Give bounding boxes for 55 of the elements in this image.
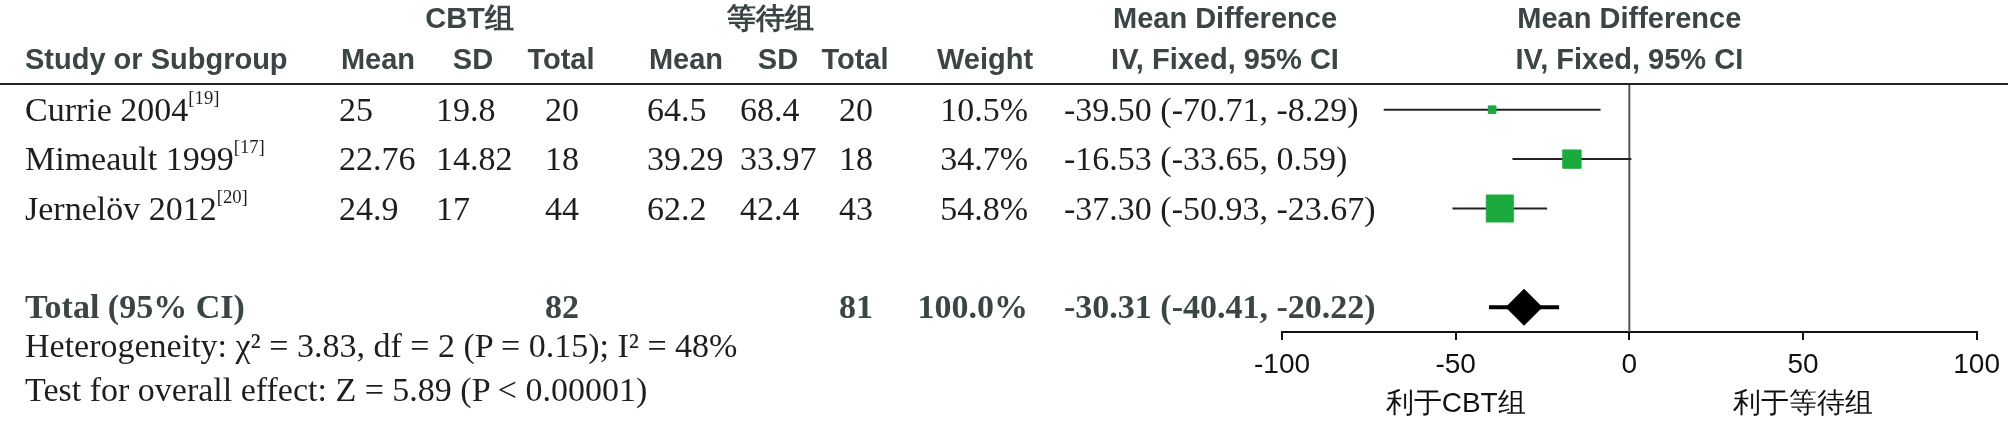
text: Study or Subgroup	[25, 42, 288, 75]
text: 62.2	[647, 189, 707, 227]
text: 68.4	[740, 90, 800, 128]
x-tick-label: 100	[1953, 347, 2000, 379]
category-label: Total	[821, 42, 889, 75]
x-tick-label: 50	[1787, 347, 1819, 379]
text: 39.29	[647, 140, 724, 178]
text: 20	[545, 90, 579, 128]
category-label: Jernelöv 2012$^{[20]}$	[25, 185, 248, 227]
text: Heterogeneity: χ² = 3.83, df = 2 (P = 0.15); I² = 48%	[25, 327, 738, 364]
text: -37.30 (-50.93, -23.67)	[1064, 189, 1376, 227]
chart-title: Mean Difference	[1517, 1, 1742, 34]
text: 100.0%	[917, 288, 1028, 326]
text: 81	[839, 288, 873, 326]
category-label: Weight	[936, 42, 1034, 75]
text: 44	[545, 189, 579, 227]
category-label: Mean	[648, 42, 724, 75]
chart-subtitle: IV, Fixed, 95% CI	[1515, 42, 1744, 75]
text: -30.31 (-40.41, -20.22)	[1064, 288, 1376, 326]
category-label: Total (95% CI)	[25, 288, 245, 326]
text: -39.50 (-70.71, -8.29)	[1064, 90, 1359, 128]
category-label: SD	[757, 42, 799, 75]
text: 14.82	[436, 140, 513, 178]
text: 利于CBT组	[1385, 387, 1526, 418]
text: 10.5%	[940, 90, 1028, 128]
text: 82	[545, 288, 579, 326]
text: 20	[839, 90, 873, 128]
text: Test for overall effect: Z = 5.89 (P < 0.00001)	[25, 371, 648, 408]
category-label: SD	[452, 42, 494, 75]
text: 18	[839, 140, 873, 178]
x-tick-label: -50	[1435, 347, 1476, 379]
category-label: Mimeault 1999$^{[17]}$	[25, 136, 265, 178]
category-label: Total	[527, 42, 595, 75]
text: 43	[839, 189, 873, 227]
text: 19.8	[436, 90, 496, 128]
text: 17	[436, 189, 470, 227]
text: 18	[545, 140, 579, 178]
x-tick-label: -100	[1253, 347, 1311, 379]
text: CBT组	[425, 1, 514, 34]
text: -16.53 (-33.65, 0.59)	[1064, 140, 1348, 178]
text: 24.9	[339, 189, 399, 227]
text: 22.76	[339, 140, 416, 178]
text: 54.8%	[940, 189, 1028, 227]
text: 25	[339, 90, 373, 128]
category-label: IV, Fixed, 95% CI	[1111, 42, 1339, 75]
x-tick-label: 0	[1621, 347, 1638, 379]
category-label: Mean	[340, 42, 416, 75]
text: 利于等待组	[1732, 387, 1873, 418]
text: 42.4	[740, 189, 800, 227]
text: 64.5	[647, 90, 707, 128]
text: 33.97	[740, 140, 817, 178]
text: 34.7%	[940, 140, 1028, 178]
category-label: Currie 2004$^{[19]}$	[25, 86, 220, 128]
text: 等待组	[727, 1, 814, 34]
text: Mean Difference	[1112, 1, 1338, 34]
